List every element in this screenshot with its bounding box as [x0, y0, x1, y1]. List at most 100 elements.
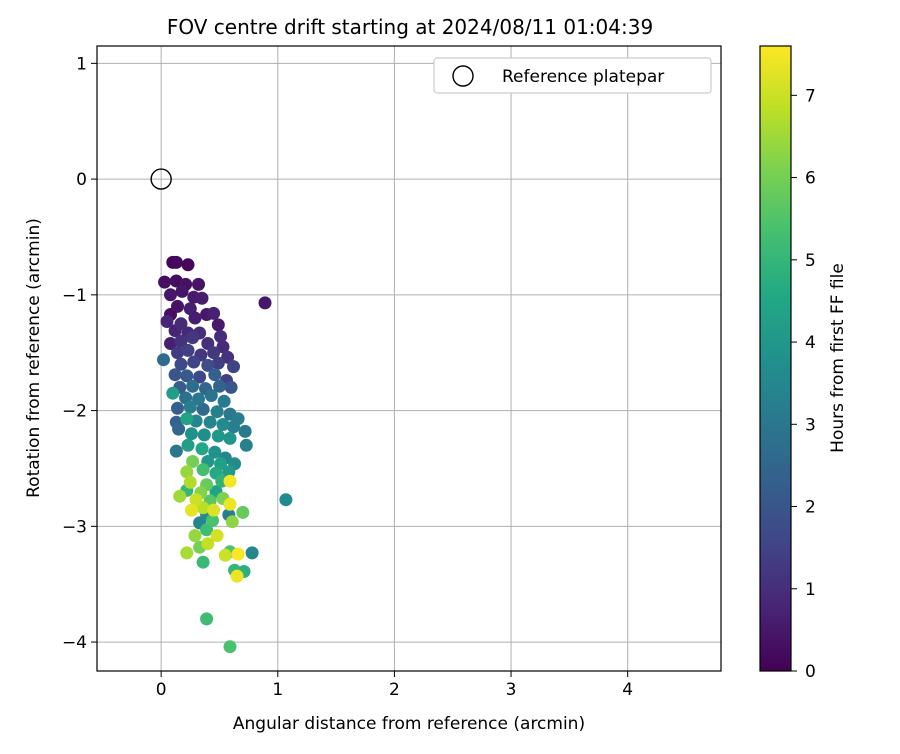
scatter-point	[173, 489, 187, 503]
scatter-point	[211, 318, 225, 332]
scatter-point	[188, 529, 202, 543]
scatter-point	[195, 291, 209, 305]
colorbar-tick-label: 3	[805, 415, 816, 435]
scatter-point	[208, 445, 222, 459]
scatter-point	[180, 465, 194, 479]
scatter-point	[174, 357, 188, 371]
scatter-point	[203, 415, 217, 429]
colorbar-gradient	[759, 45, 792, 672]
scatter-point	[192, 392, 205, 406]
scatter-point	[169, 444, 183, 458]
colorbar-tick-label: 1	[805, 580, 816, 600]
scatter-point	[174, 334, 188, 348]
scatter-point	[210, 405, 224, 419]
scatter-point	[211, 356, 225, 370]
scatter-point	[207, 346, 221, 360]
y-axis-label: Rotation from reference (arcmin)	[24, 218, 44, 498]
y-tick-label: −4	[62, 633, 87, 653]
scatter-point	[200, 612, 214, 626]
scatter-point	[157, 353, 170, 367]
scatter-point	[187, 355, 201, 369]
colorbar-tick-label: 6	[805, 169, 816, 189]
y-tick-label: −3	[62, 517, 87, 537]
legend-box	[433, 57, 712, 94]
scatter-point	[231, 547, 245, 561]
scatter-point	[217, 394, 231, 408]
scatter-point	[171, 346, 184, 360]
scatter-point	[186, 331, 200, 345]
x-tick-label: 4	[622, 680, 633, 700]
scatter-point	[168, 368, 182, 382]
scatter-point	[210, 529, 224, 543]
colorbar-label: Hours from first FF file	[828, 263, 848, 453]
scatter-point	[200, 523, 214, 537]
scatter-point	[185, 503, 198, 517]
scatter-point	[169, 255, 183, 269]
chart-title: FOV centre drift starting at 2024/08/11 …	[167, 15, 653, 39]
scatter-point	[223, 474, 237, 488]
colorbar-tick-label: 4	[805, 333, 816, 353]
colorbar-ticks: 0 1 2 3 4 5 6 7	[791, 86, 816, 682]
y-tick-label: −1	[62, 286, 87, 306]
scatter-point	[207, 306, 221, 320]
scatter-point	[230, 569, 244, 583]
scatter-point	[238, 424, 252, 438]
x-axis-label: Angular distance from reference (arcmin)	[233, 714, 585, 734]
scatter-point	[224, 380, 238, 394]
scatter-point	[189, 493, 203, 507]
scatter-point	[181, 343, 195, 357]
scatter-point	[208, 368, 222, 382]
x-tick-label: 1	[272, 680, 283, 700]
scatter-point	[158, 275, 172, 289]
scatter-point	[221, 350, 235, 364]
scatter-point	[227, 360, 240, 374]
scatter-point	[196, 463, 210, 477]
scatter-point	[185, 427, 198, 441]
scatter-point	[236, 505, 250, 519]
plot-area: 0 1 2 3 4 1 0 −1 −2 −3 −4	[62, 45, 722, 700]
scatter-point	[223, 497, 237, 511]
scatter-point	[218, 548, 232, 562]
scatter-point	[180, 546, 194, 560]
scatter-point	[223, 640, 237, 654]
colorbar-tick-label: 0	[805, 662, 816, 682]
scatter-point	[186, 379, 200, 393]
colorbar-tick-label: 7	[805, 86, 816, 106]
scatter-point	[213, 379, 226, 393]
scatter-point	[192, 277, 205, 291]
legend-entry: Reference platepar	[502, 67, 664, 87]
scatter-point	[160, 315, 174, 328]
scatter-point	[195, 442, 209, 456]
scatter-point	[216, 340, 230, 354]
scatter-point	[225, 515, 239, 529]
x-tick-label: 3	[506, 680, 517, 700]
scatter-point	[279, 493, 293, 507]
scatter-point	[193, 370, 207, 384]
scatter-point	[174, 317, 188, 331]
scatter-point	[175, 284, 189, 298]
scatter-point	[172, 422, 186, 436]
scatter-point	[201, 537, 215, 551]
colorbar-tick-label: 5	[805, 251, 816, 271]
scatter-point	[186, 455, 200, 468]
scatter-point	[227, 420, 240, 434]
scatter-point	[180, 412, 194, 426]
scatter-point	[181, 258, 195, 272]
scatter-point	[245, 546, 259, 560]
scatter-point	[164, 288, 177, 302]
scatter-point	[214, 330, 228, 343]
scatter-point	[197, 428, 211, 442]
scatter-point	[239, 438, 253, 452]
scatter-point	[171, 401, 184, 415]
legend-marker-icon	[452, 65, 474, 87]
y-tick-label: 0	[76, 170, 87, 190]
scatter-point	[183, 302, 197, 316]
y-tick-label: 1	[76, 54, 87, 74]
scatter-point	[166, 386, 180, 400]
data-points	[157, 255, 293, 654]
x-axis-ticks: 0 1 2 3 4	[156, 671, 633, 700]
scatter-point	[196, 555, 210, 569]
scatter-point	[171, 299, 184, 313]
reference-platepar-marker	[150, 168, 172, 190]
